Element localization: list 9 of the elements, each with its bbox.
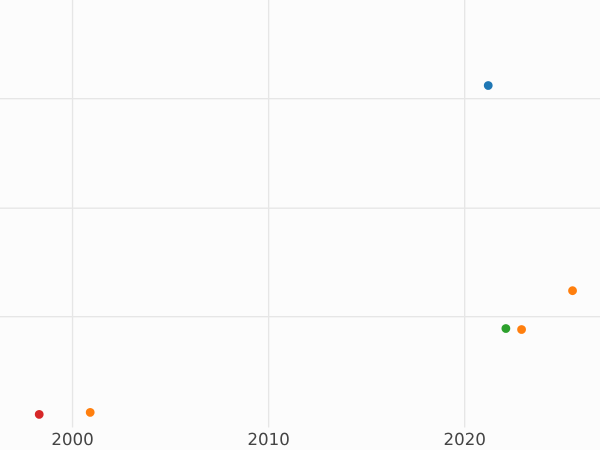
point bbox=[86, 408, 95, 417]
x-tick-label: 2010 bbox=[248, 432, 289, 446]
x-tick-label: 2020 bbox=[444, 432, 485, 446]
point bbox=[568, 286, 577, 296]
x-tick-label: 2000 bbox=[52, 432, 93, 446]
point bbox=[501, 324, 510, 333]
point bbox=[34, 410, 44, 419]
point bbox=[484, 81, 493, 90]
point bbox=[517, 325, 526, 334]
